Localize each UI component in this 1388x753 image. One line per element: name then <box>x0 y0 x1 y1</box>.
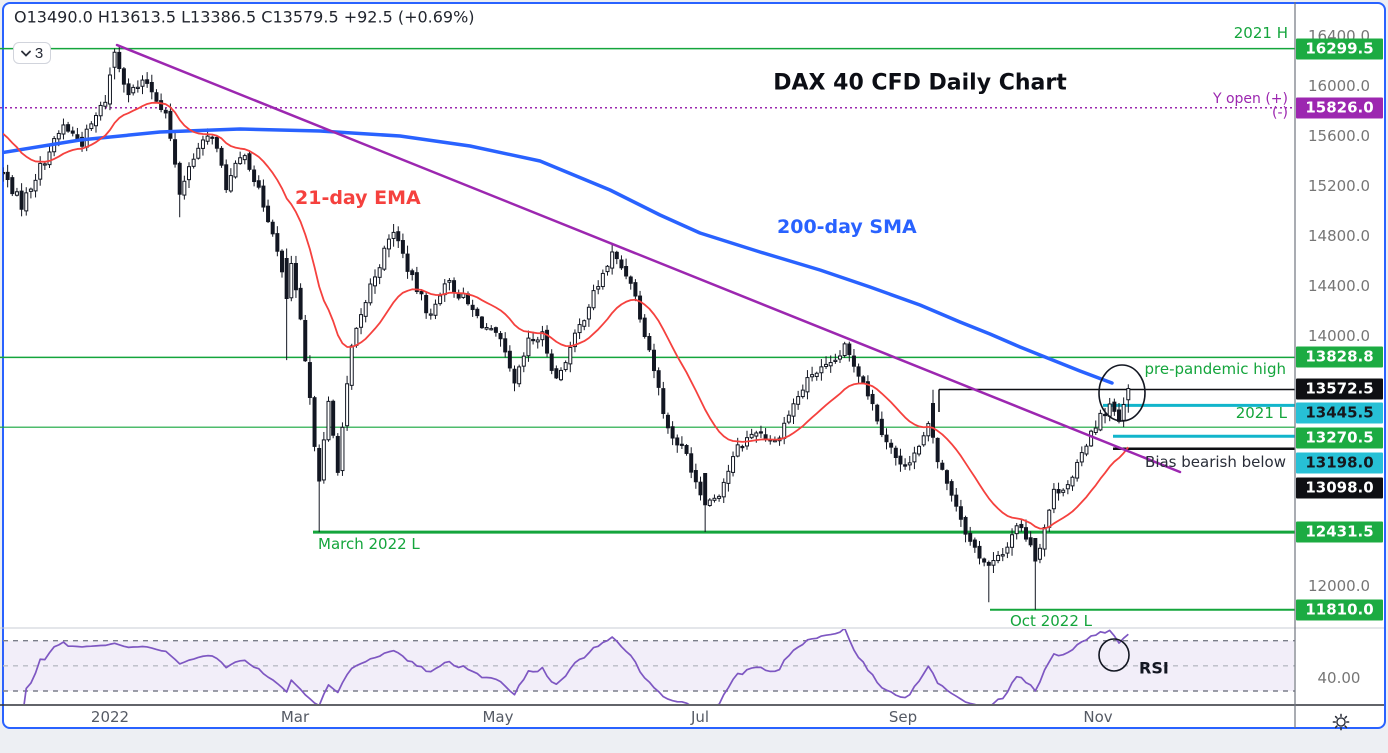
rsi-highlight-circle[interactable] <box>1098 638 1130 672</box>
label-bias-note: Bias bearish below <box>1145 453 1286 471</box>
price-level-label-15826.0: 15826.0 <box>1296 97 1383 119</box>
price-level-label-12431.5: 12431.5 <box>1296 521 1383 543</box>
settings-icon[interactable] <box>1326 710 1356 734</box>
price-level-label-13098.0: 13098.0 <box>1296 477 1383 499</box>
price-level-label-11810.0: 11810.0 <box>1296 599 1383 621</box>
label-march-2022-low: March 2022 L <box>318 535 420 553</box>
label-2021-low: 2021 L <box>1235 404 1287 422</box>
chart-widget-frame <box>2 2 1386 729</box>
price-level-label-13198.0: 13198.0 <box>1296 452 1383 474</box>
label-y-open-plus: Y open (+) <box>1212 91 1288 107</box>
price-tick-15600.0: 15600.0 <box>1307 127 1371 145</box>
chart-title: DAX 40 CFD Daily Chart <box>773 70 1067 96</box>
price-tick-16000.0: 16000.0 <box>1307 77 1371 95</box>
ema-21-line <box>3 101 1130 530</box>
price-tick-14000.0: 14000.0 <box>1307 327 1371 345</box>
descending-trendline[interactable] <box>115 43 1182 474</box>
interval-dropdown-label: 3 <box>34 44 44 62</box>
price-level-label-16299.5: 16299.5 <box>1296 38 1383 60</box>
rsi-band <box>3 640 1294 691</box>
time-label-Jul: Jul <box>690 708 710 726</box>
label-oct-2022-low: Oct 2022 L <box>1010 612 1093 630</box>
sma-200-line <box>3 127 1114 385</box>
chevron-down-icon <box>20 50 31 57</box>
interval-dropdown-button[interactable]: 3 <box>13 42 51 64</box>
time-label-Nov: Nov <box>1083 708 1113 726</box>
time-label-2022: 2022 <box>90 708 130 726</box>
rsi-tick-40.00: 40.00 <box>1317 669 1361 688</box>
time-label-Sep: Sep <box>888 708 918 726</box>
label-y-open-minus: (-) <box>1272 105 1288 121</box>
label-rsi: RSI <box>1139 658 1169 678</box>
candlestick-series <box>3 45 1131 610</box>
price-highlight-circle[interactable] <box>1098 364 1146 422</box>
ohlc-readout: O13490.0 H13613.5 L13386.5 C13579.5 +92.… <box>14 7 475 27</box>
price-level-label-13828.8: 13828.8 <box>1296 346 1383 368</box>
price-tick-12000.0: 12000.0 <box>1307 577 1371 595</box>
price-level-label-13445.5: 13445.5 <box>1296 402 1383 424</box>
price-level-label-13270.5: 13270.5 <box>1296 427 1383 449</box>
price-tick-14800.0: 14800.0 <box>1307 227 1371 245</box>
price-level-label-13572.5: 13572.5 <box>1296 378 1383 400</box>
rsi-line <box>23 629 1129 704</box>
price-tick-14400.0: 14400.0 <box>1307 277 1371 295</box>
label-2021-high: 2021 H <box>1233 24 1288 42</box>
time-label-Mar: Mar <box>280 708 310 726</box>
time-label-May: May <box>482 708 514 726</box>
label-sma: 200-day SMA <box>777 216 917 238</box>
label-pre-pandemic-high: pre-pandemic high <box>1144 360 1286 378</box>
price-tick-15200.0: 15200.0 <box>1307 177 1371 195</box>
label-ema: 21-day EMA <box>295 187 421 209</box>
